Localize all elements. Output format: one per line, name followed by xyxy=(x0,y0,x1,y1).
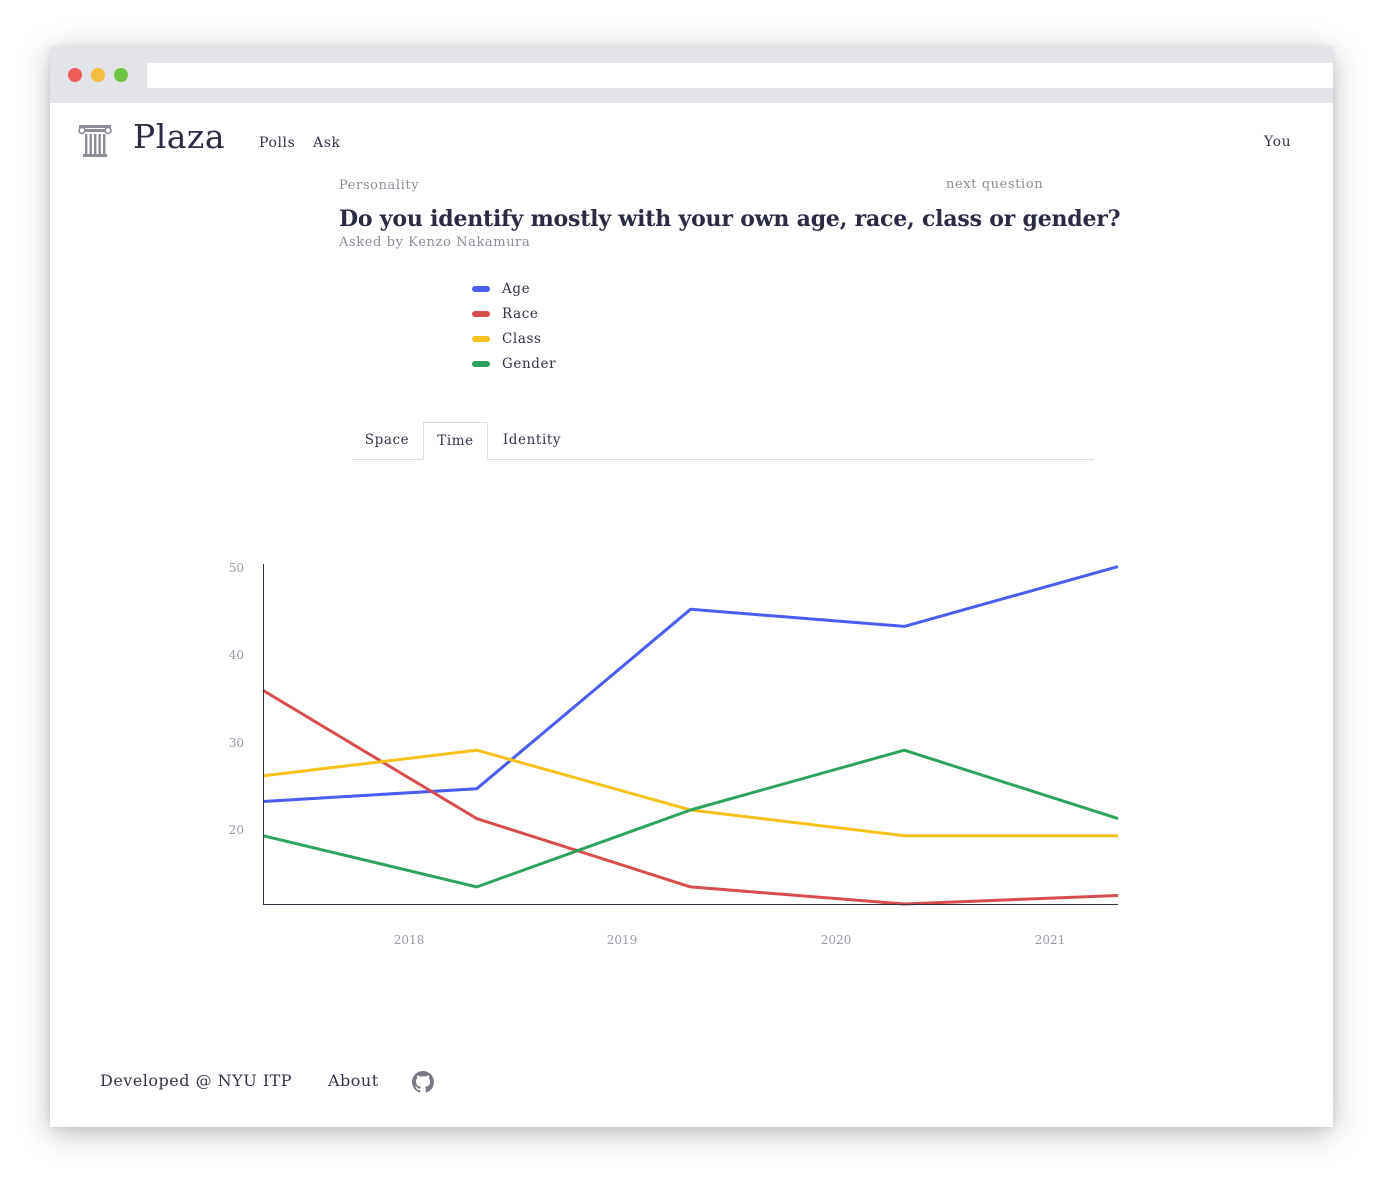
chart-marks xyxy=(262,565,1119,906)
legend-label-class: Class xyxy=(502,330,542,347)
legend-item-gender[interactable]: Gender xyxy=(472,351,556,376)
legend-label-race: Race xyxy=(502,305,539,322)
question-author: Asked by Kenzo Nakamura xyxy=(339,235,531,250)
legend-item-age[interactable]: Age xyxy=(472,276,556,301)
series-line-gender xyxy=(262,748,1119,889)
question-title: Do you identify mostly with your own age… xyxy=(339,206,1121,232)
legend-swatch-class xyxy=(472,335,490,342)
tab-identity[interactable]: Identity xyxy=(502,432,562,448)
chart-legend: Age Race Class Gender xyxy=(472,276,556,376)
series-line-race xyxy=(262,689,1119,906)
x-tick-label: 2019 xyxy=(607,933,638,947)
brand-title[interactable]: Plaza xyxy=(133,117,225,156)
tab-time[interactable]: Time xyxy=(423,422,488,460)
x-tick-label: 2018 xyxy=(394,933,425,947)
legend-item-class[interactable]: Class xyxy=(472,326,556,351)
y-tick-label: 50 xyxy=(229,561,244,575)
legend-swatch-age xyxy=(472,285,490,292)
y-tick-label: 30 xyxy=(229,736,244,750)
series-line-age xyxy=(262,565,1119,803)
tab-space[interactable]: Space xyxy=(364,432,410,448)
close-window-button[interactable] xyxy=(68,68,82,82)
maximize-window-button[interactable] xyxy=(114,68,128,82)
legend-swatch-race xyxy=(472,310,490,317)
browser-window: Plaza Polls Ask You Personality next que… xyxy=(50,47,1333,1127)
footer-about-link[interactable]: About xyxy=(328,1071,379,1090)
view-tabs: Space Time Identity xyxy=(352,422,1094,460)
minimize-window-button[interactable] xyxy=(91,68,105,82)
nav-user[interactable]: You xyxy=(1264,134,1292,150)
nav-polls[interactable]: Polls xyxy=(259,135,296,151)
series-line-class xyxy=(262,748,1118,838)
legend-item-race[interactable]: Race xyxy=(472,301,556,326)
footer-developed-link[interactable]: Developed @ NYU ITP xyxy=(100,1071,293,1090)
next-question-link[interactable]: next question xyxy=(946,177,1044,192)
x-tick-label: 2020 xyxy=(821,933,852,947)
legend-label-gender: Gender xyxy=(502,355,557,372)
legend-swatch-gender xyxy=(472,360,490,367)
legend-label-age: Age xyxy=(502,280,531,297)
y-tick-label: 20 xyxy=(229,823,244,837)
github-icon[interactable] xyxy=(412,1071,434,1093)
nav-ask[interactable]: Ask xyxy=(313,135,341,151)
browser-titlebar xyxy=(50,47,1333,103)
column-icon[interactable] xyxy=(77,122,113,158)
x-tick-label: 2021 xyxy=(1035,933,1066,947)
y-tick-label: 40 xyxy=(229,648,244,662)
address-bar[interactable] xyxy=(147,63,1333,88)
question-category: Personality xyxy=(339,178,420,193)
